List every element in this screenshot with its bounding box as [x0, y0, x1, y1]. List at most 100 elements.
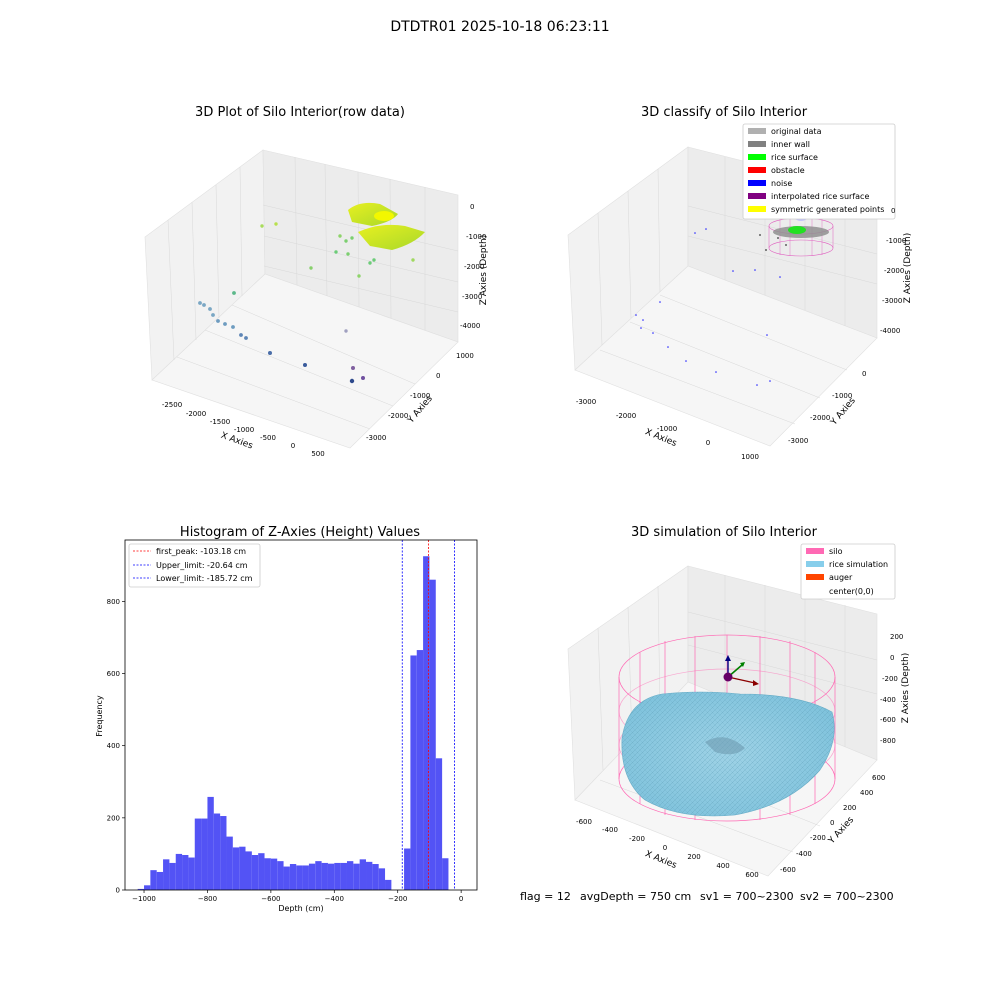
classify-y-tick: -3000 — [788, 437, 808, 445]
simulation-z-tick: -400 — [880, 696, 896, 704]
histogram-bar — [302, 865, 309, 890]
histogram-bar — [315, 861, 322, 890]
histogram-legend-label: Lower_limit: -185.72 cm — [156, 574, 253, 583]
classify-z-ticks: 0 -1000 -2000 -3000 -4000 — [880, 207, 906, 335]
histogram-bar — [289, 864, 297, 890]
raw-z-tick: -2000 — [464, 263, 484, 271]
raw-z-tick: 0 — [470, 203, 474, 211]
classify-legend-entry: rice surface — [748, 153, 818, 162]
simulation-y-tick: -400 — [796, 850, 812, 858]
classify-legend-entry: interpolated rice surface — [748, 192, 869, 201]
classify-noise-points — [635, 228, 781, 386]
classify-legend-entry: symmetric generated points — [748, 205, 884, 214]
classify-legend-label: interpolated rice surface — [771, 192, 869, 201]
histogram-bar — [385, 879, 392, 890]
raw-x-tick: -2000 — [186, 410, 206, 418]
classify-legend-swatch — [748, 154, 766, 160]
footer-avg-depth: avgDepth = 750 cm — [580, 890, 691, 903]
histogram-bar — [277, 861, 284, 890]
histogram-y-tick-label: 600 — [107, 670, 120, 678]
classify-z-tick: -2000 — [884, 267, 904, 275]
classify-x-tick: 0 — [706, 439, 710, 447]
simulation-legend-label: auger — [829, 573, 853, 582]
histogram-bar — [308, 863, 316, 890]
histogram-bar — [321, 862, 328, 890]
footer-status: flag = 12 avgDepth = 750 cm sv1 = 700~23… — [520, 890, 894, 903]
classify-legend-label: obstacle — [771, 166, 805, 175]
simulation-x-tick: -400 — [602, 826, 618, 834]
classify-legend-box — [742, 123, 896, 220]
histogram-bar — [283, 866, 290, 890]
classify-y-tick: -2000 — [810, 414, 830, 422]
raw-lower-surface — [358, 224, 425, 250]
histogram-bar — [435, 758, 443, 890]
classify-x-tick: 1000 — [741, 453, 759, 461]
simulation-x-tick: -200 — [629, 835, 645, 843]
classify-legend-swatch — [748, 128, 766, 134]
histogram-legend-entry: first_peak: -103.18 cm — [133, 547, 246, 556]
classify-x-ticks: -3000 -2000 -1000 0 1000 — [576, 398, 759, 461]
histogram-legend: first_peak: -103.18 cm Upper_limit: -20.… — [128, 543, 261, 588]
raw-floor-pane — [151, 273, 459, 449]
raw-x-ticks: -2500 -2000 -1500 -1000 -500 0 500 — [162, 401, 325, 458]
histogram-bar — [226, 836, 233, 890]
panel-classify-title: 3D classify of Silo Interior — [641, 105, 808, 120]
classify-z-tick: -3000 — [882, 297, 902, 305]
simulation-legend-entry: silo — [806, 547, 843, 556]
histogram-x-tick-label: −600 — [261, 895, 280, 903]
panel-simulation-3d: 3D simulation of Silo Interior — [567, 525, 911, 879]
panel-histogram: Histogram of Z-Axies (Height) Values −10… — [95, 525, 478, 913]
simulation-z-tick: 200 — [890, 633, 903, 641]
panel-raw-3d: 3D Plot of Silo Interior(row data) — [144, 105, 489, 458]
histogram-bar — [429, 579, 436, 890]
simulation-x-ticks: -600 -400 -200 0 200 400 600 — [576, 818, 759, 879]
histogram-bar — [239, 846, 246, 890]
footer-sv1: sv1 = 700~2300 — [700, 890, 794, 903]
figure-suptitle: DTDTR01 2025-10-18 06:23:11 — [390, 19, 609, 35]
raw-z-tick: -3000 — [462, 293, 482, 301]
simulation-legend-swatch — [806, 574, 824, 580]
simulation-z-label: Z Axies (Depth) — [901, 653, 911, 724]
histogram-legend-entry: Lower_limit: -185.72 cm — [133, 574, 253, 583]
classify-y-tick: 0 — [862, 370, 866, 378]
simulation-z-ticks: 200 0 -200 -400 -600 -800 — [880, 633, 903, 745]
histogram-bar — [410, 655, 417, 890]
classify-z-tick: -4000 — [880, 327, 900, 335]
footer-sv2: sv2 = 700~2300 — [800, 890, 894, 903]
raw-y-tick: -1000 — [410, 392, 430, 400]
classify-floor-pane — [574, 265, 878, 447]
classify-legend-label: symmetric generated points — [771, 205, 884, 214]
histogram-bar — [251, 855, 259, 890]
simulation-z-tick: -200 — [882, 675, 898, 683]
classify-x-tick: -2000 — [616, 412, 636, 420]
histogram-bar — [220, 816, 227, 890]
histogram-bar — [188, 857, 195, 890]
histogram-legend-label: Upper_limit: -20.64 cm — [156, 561, 248, 570]
simulation-legend-label: rice simulation — [829, 560, 888, 569]
histogram-bar — [258, 853, 265, 890]
histogram-x-label: Depth (cm) — [278, 904, 323, 913]
raw-z-tick: -1000 — [466, 233, 486, 241]
simulation-y-tick: 0 — [830, 819, 834, 827]
classify-legend-label: inner wall — [771, 140, 810, 149]
histogram-bar — [353, 863, 360, 890]
simulation-x-tick: 400 — [716, 862, 729, 870]
simulation-legend-entry: center(0,0) — [829, 587, 874, 596]
simulation-legend-label: center(0,0) — [829, 587, 874, 596]
histogram-y-tick-label: 0 — [116, 887, 120, 895]
histogram-x-tick-label: −200 — [388, 895, 407, 903]
histogram-bar — [156, 871, 164, 890]
histogram-bar — [346, 861, 354, 890]
histogram-bar — [366, 861, 373, 890]
histogram-x-tick-label: 0 — [459, 895, 463, 903]
simulation-x-label: X Axies — [643, 849, 678, 871]
histogram-bars — [137, 556, 449, 890]
classify-x-tick: -3000 — [576, 398, 596, 406]
classify-legend-entry: original data — [748, 127, 822, 136]
histogram-y-label: Frequency — [95, 695, 104, 737]
raw-x-tick: -500 — [260, 434, 276, 442]
raw-x-tick: -1500 — [210, 418, 230, 426]
simulation-rice-dip — [705, 737, 745, 755]
classify-legend-label: rice surface — [771, 153, 818, 162]
